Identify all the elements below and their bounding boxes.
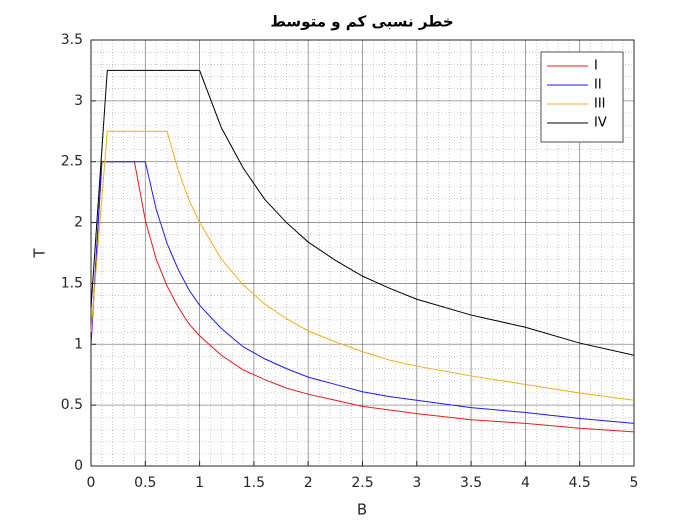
x-axis-label: B [357,501,367,519]
y-tick-label: 0.5 [61,397,83,413]
legend-label: III [594,97,606,112]
y-axis-label: T [31,248,49,259]
series-line [90,161,635,424]
y-tick-label: 0 [74,458,83,474]
x-tick-label: 1 [195,475,204,491]
y-tick-label: 1 [74,336,83,352]
x-tick-label: 0 [87,475,96,491]
x-tick-label: 2.5 [351,475,373,491]
series-line [90,69,635,356]
x-tick-label: 5 [630,475,639,491]
y-tick-label: 2.5 [61,154,83,170]
x-tick-label: 3.5 [460,475,482,491]
y-tick-label: 3 [74,93,83,109]
plot-frame [90,39,635,467]
x-tick-label: 2 [304,475,313,491]
chart-title: خطر نسبی کم و متوسط [270,13,453,31]
series-line [90,130,635,401]
x-tick-label: 0.5 [134,475,156,491]
y-tick-label: 1.5 [61,275,83,291]
y-tick-label: 3.5 [61,32,83,48]
y-tick-label: 2 [74,215,83,231]
legend-label: I [594,59,598,74]
legend-box [540,51,624,143]
legend-label: IV [594,116,607,131]
x-tick-label: 3 [412,475,421,491]
x-tick-label: 4.5 [569,475,591,491]
x-tick-label: 1.5 [243,475,265,491]
legend-label: II [594,78,602,93]
x-tick-label: 4 [521,475,530,491]
series-line [90,161,635,433]
